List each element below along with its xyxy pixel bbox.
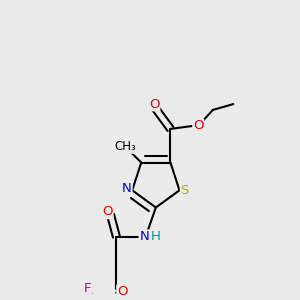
- Text: H: H: [151, 230, 161, 243]
- Text: O: O: [102, 206, 113, 218]
- Text: O: O: [117, 285, 128, 298]
- Text: F: F: [84, 282, 91, 295]
- Text: O: O: [193, 119, 203, 133]
- Text: O: O: [149, 98, 160, 111]
- Text: N: N: [139, 230, 149, 243]
- Text: S: S: [181, 184, 189, 197]
- Text: N: N: [122, 182, 132, 195]
- Text: CH₃: CH₃: [114, 140, 136, 153]
